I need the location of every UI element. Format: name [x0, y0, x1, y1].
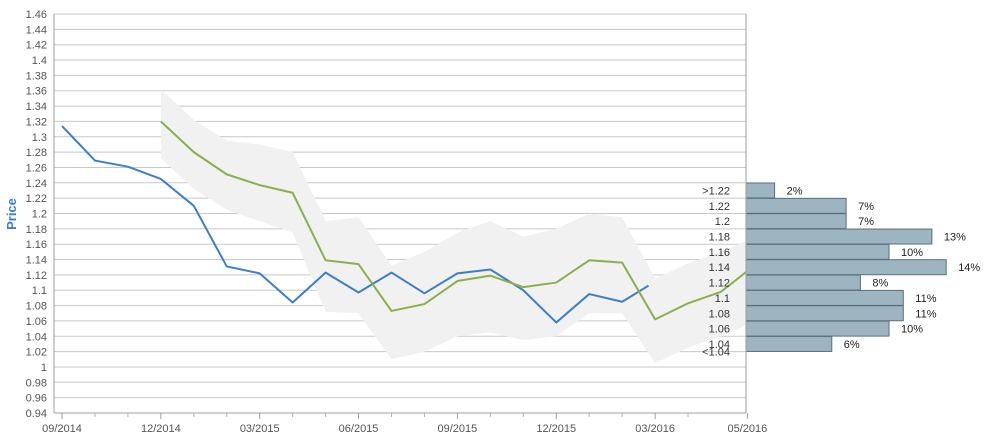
x-tick-label: 09/2015 [438, 423, 478, 435]
distribution-bar [745, 305, 904, 322]
distribution-value-label: 11% [915, 293, 936, 305]
distribution-bin-label: 1.2 [715, 216, 730, 228]
x-tick-label: 12/2014 [141, 423, 181, 435]
y-axis-label: Price [4, 198, 19, 230]
distribution-bar [745, 274, 861, 291]
grid-lines [54, 13, 746, 414]
y-tick-label: 0.96 [26, 393, 47, 405]
distribution-bin-label: >1.22 [702, 185, 730, 197]
distribution-value-label: 2% [787, 185, 803, 197]
distribution-bin-label: 1.18 [709, 232, 730, 244]
y-tick-label: 1.04 [26, 331, 47, 343]
y-tick-label: 1 [41, 362, 47, 374]
distribution-value-label: 14% [958, 262, 980, 274]
y-tick-label: 1.26 [26, 162, 47, 174]
y-tick-label: 0.98 [26, 377, 47, 389]
y-tick-label: 1.44 [26, 24, 47, 36]
y-tick-label: 1.46 [26, 9, 47, 21]
distribution-bin-label: 1.16 [709, 247, 730, 259]
distribution-bar [745, 289, 904, 306]
distribution-bar [745, 243, 890, 260]
x-tick-label: 09/2014 [42, 423, 82, 435]
y-tick-label: 1.1 [32, 285, 47, 297]
distribution-value-label: 7% [858, 216, 874, 228]
distribution-bin-label: <1.04 [702, 347, 730, 359]
distribution-value-label: 13% [944, 232, 966, 244]
y-tick-label: 0.94 [26, 408, 47, 420]
distribution-bin-label: 1.1 [715, 293, 730, 305]
forecast-range-band [160, 89, 748, 364]
distribution-bar [745, 320, 890, 337]
y-tick-label: 1.32 [26, 116, 47, 128]
distribution-bin-label: 1.06 [709, 324, 730, 336]
y-tick-label: 1.28 [26, 147, 47, 159]
price-series-line [61, 125, 650, 324]
x-tick-label: 12/2015 [536, 423, 576, 435]
distribution-bin-label: 1.12 [709, 278, 730, 290]
x-tick-label: 03/2015 [240, 423, 280, 435]
y-tick-label: 1.14 [26, 255, 47, 267]
distribution-bin-label: 1.08 [709, 308, 730, 320]
series-lines [61, 120, 748, 324]
confidence-band [160, 89, 748, 364]
distribution-bars: >1.22 2% 1.22 7% 1.2 7% 1.18 13% 1.16 10% 1.14 14% 1… [702, 182, 980, 359]
distribution-value-label: 10% [901, 247, 923, 259]
forecast-series-line [160, 120, 748, 321]
distribution-bar [745, 335, 833, 352]
distribution-value-label: 10% [901, 324, 923, 336]
y-tick-label: 1.36 [26, 86, 47, 98]
y-tick-label: 1.42 [26, 40, 47, 52]
y-tick-label: 1.08 [26, 301, 47, 313]
y-tick-label: 1.12 [26, 270, 47, 282]
y-tick-label: 1.16 [26, 239, 47, 251]
distribution-value-label: 6% [844, 339, 860, 351]
y-tick-label: 1.22 [26, 193, 47, 205]
distribution-bar [745, 228, 933, 245]
distribution-bar [745, 197, 847, 214]
distribution-bin-label: 1.22 [709, 201, 730, 213]
distribution-bar [745, 213, 847, 230]
y-tick-label: 1.38 [26, 70, 47, 82]
y-tick-label: 1.34 [26, 101, 47, 113]
distribution-value-label: 7% [858, 201, 874, 213]
y-tick-label: 1.3 [32, 132, 47, 144]
distribution-bin-label: 1.04 [709, 339, 730, 351]
x-tick-label: 05/2016 [727, 423, 767, 435]
y-tick-label: 1.06 [26, 316, 47, 328]
y-tick-label: 1.24 [26, 178, 47, 190]
distribution-value-label: 11% [915, 308, 936, 320]
y-tick-label: 1.18 [26, 224, 47, 236]
y-tick-label: 1.02 [26, 347, 47, 359]
distribution-bar [745, 182, 776, 199]
distribution-value-label: 8% [872, 278, 888, 290]
distribution-bar [745, 259, 947, 276]
x-tick-label: 03/2016 [635, 423, 675, 435]
y-tick-label: 1.2 [32, 209, 47, 221]
distribution-bin-label: 1.14 [709, 262, 730, 274]
y-tick-label: 1.4 [32, 55, 47, 67]
x-tick-label: 06/2015 [339, 423, 379, 435]
axes: 0.94 0.96 0.98 1 1.02 1.04 1.06 1.08 1.1 1.12 1.14… [26, 9, 768, 435]
